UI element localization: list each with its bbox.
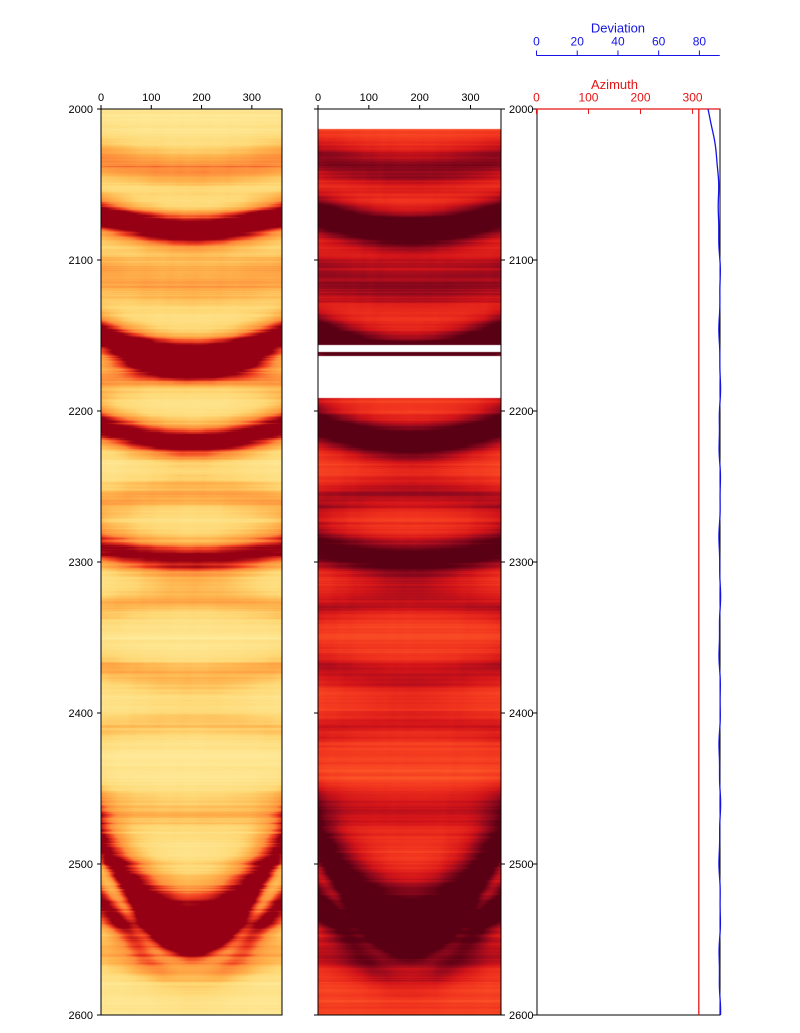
svg-text:Deviation: Deviation bbox=[591, 21, 645, 36]
svg-text:2400: 2400 bbox=[509, 708, 533, 720]
svg-text:200: 200 bbox=[631, 91, 651, 105]
svg-text:300: 300 bbox=[683, 91, 703, 105]
svg-text:0: 0 bbox=[533, 91, 540, 105]
svg-text:200: 200 bbox=[192, 92, 210, 104]
svg-text:2600: 2600 bbox=[69, 1010, 93, 1022]
svg-text:300: 300 bbox=[461, 92, 479, 104]
svg-text:40: 40 bbox=[611, 35, 625, 49]
svg-text:2300: 2300 bbox=[509, 557, 533, 569]
svg-text:100: 100 bbox=[578, 91, 598, 105]
svg-text:2500: 2500 bbox=[69, 859, 93, 871]
svg-text:60: 60 bbox=[652, 35, 666, 49]
svg-text:2600: 2600 bbox=[509, 1010, 533, 1022]
svg-text:2400: 2400 bbox=[69, 708, 93, 720]
svg-text:80: 80 bbox=[693, 35, 707, 49]
svg-text:300: 300 bbox=[243, 92, 261, 104]
svg-text:0: 0 bbox=[98, 92, 104, 104]
svg-text:2300: 2300 bbox=[69, 557, 93, 569]
svg-text:2200: 2200 bbox=[69, 406, 93, 418]
svg-text:100: 100 bbox=[142, 92, 160, 104]
svg-text:100: 100 bbox=[360, 92, 378, 104]
svg-text:0: 0 bbox=[533, 35, 540, 49]
svg-text:0: 0 bbox=[315, 92, 321, 104]
svg-text:2000: 2000 bbox=[69, 104, 93, 116]
svg-text:200: 200 bbox=[410, 92, 428, 104]
svg-text:2100: 2100 bbox=[509, 255, 533, 267]
svg-text:20: 20 bbox=[571, 35, 585, 49]
svg-text:2200: 2200 bbox=[509, 406, 533, 418]
svg-text:2100: 2100 bbox=[69, 255, 93, 267]
svg-text:2000: 2000 bbox=[509, 104, 533, 116]
svg-text:2500: 2500 bbox=[509, 859, 533, 871]
